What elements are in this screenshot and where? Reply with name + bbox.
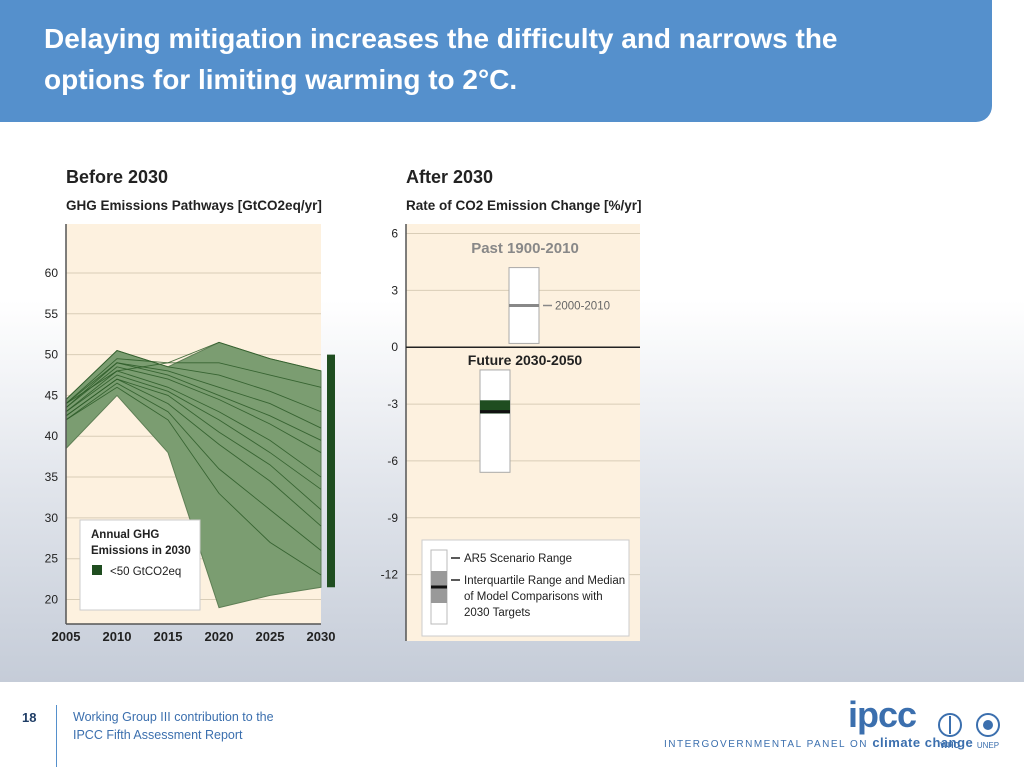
- left-y-tick: 45: [45, 388, 59, 402]
- right-legend: AR5 Scenario Range Interquartile Range a…: [421, 539, 630, 637]
- left-legend: Annual GHG Emissions in 2030 <50 GtCO2eq: [79, 519, 201, 611]
- slide-title: Delaying mitigation increases the diffic…: [44, 23, 838, 95]
- left-y-tick: 40: [45, 429, 59, 443]
- right-y-tick: -12: [381, 568, 399, 582]
- left-y-tick: 35: [45, 470, 59, 484]
- right-y-tick: 3: [391, 283, 398, 297]
- left-y-tick: 55: [45, 307, 59, 321]
- pathway-line: [65, 362, 322, 441]
- past-box-label: Past 1900-2010: [471, 240, 579, 257]
- pathway-line: [65, 341, 322, 404]
- left-y-tick: 50: [45, 348, 59, 362]
- pathway-line: [65, 382, 322, 551]
- left-x-tick: 2025: [256, 629, 285, 644]
- who-emblem-icon: [938, 713, 962, 737]
- left-y-tick: 25: [45, 552, 59, 566]
- pathway-line: [65, 378, 322, 527]
- tagline-prefix: INTERGOVERNMENTAL PANEL ON: [664, 739, 869, 750]
- footer-text: Working Group III contribution to the IP…: [73, 708, 274, 744]
- range-2030-bar: [327, 354, 335, 588]
- left-x-tick-labels: 2005 2010 2015 2020 2025 2030: [52, 629, 336, 644]
- who-label: WHO: [940, 741, 960, 750]
- left-x-tick: 2020: [205, 629, 234, 644]
- ipcc-tagline: INTERGOVERNMENTAL PANEL ON climate chang…: [664, 735, 973, 750]
- legend-iqr-label-1: Interquartile Range and Median: [464, 575, 625, 587]
- future-box-label: Future 2030-2050: [468, 352, 583, 368]
- ipcc-logo: ipcc: [848, 694, 917, 735]
- left-x-tick: 2010: [103, 629, 132, 644]
- pathway-line: [65, 386, 322, 576]
- pathway-line: [65, 366, 322, 453]
- right-y-tick-labels: 6 3 0 -3 -6 -9 -12: [381, 226, 399, 581]
- past-median-label: 2000-2010: [555, 301, 610, 313]
- legend-swatch: [92, 565, 102, 575]
- pathway-line: [65, 362, 322, 429]
- right-y-tick: -6: [387, 454, 398, 468]
- right-y-tick: -3: [387, 397, 398, 411]
- footer-line-2: IPCC Fifth Assessment Report: [73, 728, 243, 742]
- pathway-line: [65, 350, 322, 413]
- left-chart-subtitle: GHG Emissions Pathways [GtCO2eq/yr]: [66, 198, 322, 213]
- unep-emblem-icon: [976, 713, 1000, 737]
- page-number: 18: [22, 710, 37, 725]
- title-banner: Delaying mitigation increases the diffic…: [0, 0, 992, 122]
- figure: Before 2030 GHG Emissions Pathways [GtCO…: [45, 167, 642, 644]
- left-y-tick: 60: [45, 266, 59, 280]
- left-y-tick: 30: [45, 511, 59, 525]
- right-chart-title: After 2030: [406, 167, 493, 187]
- pathway-line: [65, 374, 322, 490]
- left-y-tick: 20: [45, 593, 59, 607]
- left-x-tick: 2005: [52, 629, 81, 644]
- left-chart-title: Before 2030: [66, 167, 168, 187]
- pathway-line: [65, 358, 322, 404]
- left-x-tick: 2030: [307, 629, 336, 644]
- right-y-tick: 0: [391, 340, 398, 354]
- pathway-line: [65, 370, 322, 478]
- legend-item-label: <50 GtCO2eq: [110, 566, 181, 578]
- legend-title-line1: Annual GHG: [91, 529, 159, 541]
- unep-label: UNEP: [977, 741, 999, 750]
- right-chart-subtitle: Rate of CO2 Emission Change [%/yr]: [406, 198, 642, 213]
- left-x-tick: 2015: [154, 629, 183, 644]
- partner-logos: WHO UNEP: [938, 713, 1000, 750]
- left-y-tick-labels: 20 25 30 35 40 45 50 55 60: [45, 266, 59, 607]
- footer-divider: [56, 705, 57, 767]
- legend-iqr-label-3: 2030 Targets: [464, 607, 531, 619]
- legend-iqr-label-2: of Model Comparisons with: [464, 591, 603, 603]
- footer-line-1: Working Group III contribution to the: [73, 710, 274, 724]
- legend-range-label: AR5 Scenario Range: [464, 553, 572, 565]
- future-range-box: [479, 369, 511, 473]
- right-y-tick: 6: [391, 226, 398, 240]
- emission-pathways: [65, 341, 322, 576]
- legend-title-line2: Emissions in 2030: [91, 545, 191, 557]
- tagline-suffix: climate change: [872, 735, 974, 750]
- right-y-tick: -9: [387, 511, 398, 525]
